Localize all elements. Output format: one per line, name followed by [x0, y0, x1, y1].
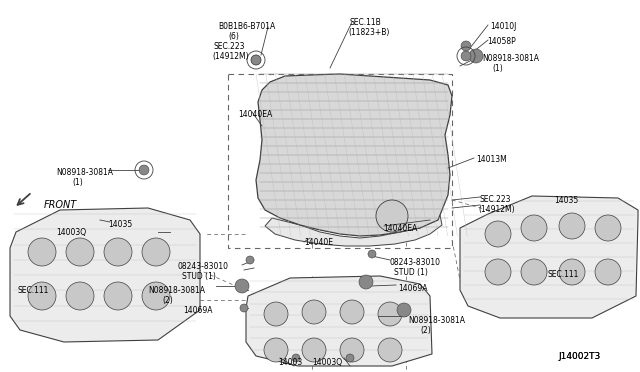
Text: SEC.111: SEC.111 [18, 286, 49, 295]
Text: 08243-83010: 08243-83010 [390, 258, 441, 267]
Text: 14040EA: 14040EA [383, 224, 417, 233]
Circle shape [521, 215, 547, 241]
Circle shape [461, 51, 471, 61]
Text: SEC.11B: SEC.11B [350, 18, 381, 27]
Circle shape [346, 354, 354, 362]
Text: FRONT: FRONT [44, 200, 77, 210]
Text: (11823+B): (11823+B) [348, 28, 389, 37]
Circle shape [292, 354, 300, 362]
Circle shape [240, 304, 248, 312]
Text: SEC.223: SEC.223 [214, 42, 246, 51]
Polygon shape [246, 276, 432, 366]
Circle shape [559, 259, 585, 285]
Text: STUD (1): STUD (1) [394, 268, 428, 277]
Circle shape [461, 41, 471, 51]
Polygon shape [460, 196, 638, 318]
Circle shape [378, 302, 402, 326]
Circle shape [485, 221, 511, 247]
Text: J14002T3: J14002T3 [558, 352, 600, 361]
Polygon shape [265, 215, 442, 246]
Circle shape [302, 338, 326, 362]
Text: (1): (1) [492, 64, 503, 73]
Circle shape [397, 303, 411, 317]
Text: (1): (1) [72, 178, 83, 187]
Circle shape [28, 238, 56, 266]
Polygon shape [256, 74, 452, 236]
Circle shape [376, 200, 408, 232]
Text: 14013M: 14013M [476, 155, 507, 164]
Circle shape [28, 282, 56, 310]
Text: SEC.223: SEC.223 [480, 195, 511, 204]
Circle shape [66, 238, 94, 266]
Text: SEC.111: SEC.111 [548, 270, 579, 279]
Circle shape [559, 213, 585, 239]
Text: 14010J: 14010J [490, 22, 516, 31]
Circle shape [378, 338, 402, 362]
Circle shape [104, 238, 132, 266]
Circle shape [246, 256, 254, 264]
Text: 14040EA: 14040EA [238, 110, 272, 119]
Circle shape [139, 165, 149, 175]
Text: J14002T3: J14002T3 [558, 352, 600, 361]
Text: (14912M): (14912M) [478, 205, 515, 214]
Circle shape [104, 282, 132, 310]
Polygon shape [10, 208, 200, 342]
Text: 14003: 14003 [278, 358, 302, 367]
Circle shape [595, 259, 621, 285]
Text: 14058P: 14058P [487, 37, 516, 46]
Text: (14912M): (14912M) [212, 52, 248, 61]
Text: N08918-3081A: N08918-3081A [148, 286, 205, 295]
Circle shape [359, 275, 373, 289]
Circle shape [485, 259, 511, 285]
Text: 14035: 14035 [108, 220, 132, 229]
Circle shape [66, 282, 94, 310]
Text: 14003Q: 14003Q [312, 358, 342, 367]
Circle shape [340, 300, 364, 324]
Text: N08918-3081A: N08918-3081A [482, 54, 539, 63]
Circle shape [302, 300, 326, 324]
Text: 14040E: 14040E [304, 238, 333, 247]
Circle shape [142, 238, 170, 266]
Circle shape [521, 259, 547, 285]
Circle shape [235, 279, 249, 293]
Text: STUD (1): STUD (1) [182, 272, 216, 281]
Circle shape [595, 215, 621, 241]
Circle shape [368, 250, 376, 258]
Text: N08918-3081A: N08918-3081A [408, 316, 465, 325]
Text: 14035: 14035 [554, 196, 579, 205]
Circle shape [469, 49, 483, 63]
Circle shape [264, 338, 288, 362]
Text: 14003Q: 14003Q [56, 228, 86, 237]
Circle shape [251, 55, 261, 65]
Circle shape [142, 282, 170, 310]
Text: 08243-83010: 08243-83010 [178, 262, 229, 271]
Circle shape [264, 302, 288, 326]
Text: N08918-3081A: N08918-3081A [56, 168, 113, 177]
Text: 14069A: 14069A [183, 306, 212, 315]
Text: (6): (6) [228, 32, 239, 41]
Text: 14069A: 14069A [398, 284, 428, 293]
Text: (2): (2) [420, 326, 431, 335]
Bar [228, 74, 452, 248]
Text: B0B1B6-B701A: B0B1B6-B701A [218, 22, 275, 31]
Circle shape [251, 55, 261, 65]
Text: (2): (2) [162, 296, 173, 305]
Circle shape [340, 338, 364, 362]
